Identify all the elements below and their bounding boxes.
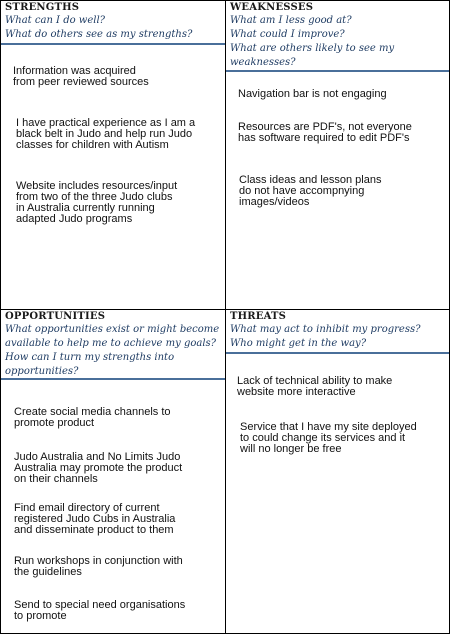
weaknesses-quadrant: WEAKNESSES What am I less good at? What … [226,1,449,309]
threats-question: What may act to inhibit my progress? [230,324,421,335]
row-divider [0,309,450,310]
threats-item: Service that I have my site deployed to … [240,421,417,455]
weaknesses-item: Navigation bar is not engaging [238,88,387,100]
strengths-title: STRENGTHS [5,2,80,13]
strengths-header: STRENGTHS What can I do well? What do ot… [1,1,225,42]
threats-header: THREATS What may act to inhibit my progr… [226,310,449,351]
opportunities-item: Create social media channels to promote … [14,406,171,429]
opportunities-quadrant: OPPORTUNITIES What opportunities exist o… [1,310,225,633]
threats-rule [226,352,449,354]
weaknesses-header: WEAKNESSES What am I less good at? What … [226,1,449,70]
weaknesses-item: Class ideas and lesson plans do not have… [239,174,382,208]
opportunities-item: Find email directory of current register… [14,502,176,536]
threats-title: THREATS [230,311,287,322]
weaknesses-question: What could I improve? [230,29,345,40]
strengths-rule [1,43,225,45]
strengths-question: What can I do well? [5,15,106,26]
threats-item: Lack of technical ability to make websit… [237,375,393,398]
opportunities-item: Judo Australia and No Limits Judo Austra… [14,451,183,485]
opportunities-question: How can I turn my strengths into opportu… [5,352,175,377]
weaknesses-title: WEAKNESSES [230,2,314,13]
opportunities-item: Run workshops in conjunction with the gu… [14,555,183,578]
opportunities-header: OPPORTUNITIES What opportunities exist o… [1,310,225,379]
weaknesses-rule [226,70,449,72]
opportunities-item: Send to special need organisations to pr… [14,599,186,622]
threats-quadrant: THREATS What may act to inhibit my progr… [226,310,449,633]
strengths-item: Information was acquired from peer revie… [13,65,149,88]
opportunities-title: OPPORTUNITIES [5,311,106,322]
strengths-question: What do others see as my strengths? [5,29,193,40]
strengths-item: Website includes resources/input from tw… [16,180,178,225]
opportunities-rule [1,378,225,380]
threats-question: Who might get in the way? [230,338,367,349]
column-divider [225,0,226,634]
strengths-quadrant: STRENGTHS What can I do well? What do ot… [1,1,225,309]
weaknesses-question: What are others likely to see my weaknes… [230,43,395,68]
opportunities-question: What opportunities exist or might become… [5,324,220,349]
weaknesses-question: What am I less good at? [230,15,352,26]
weaknesses-item: Resources are PDF's, not everyone has so… [238,121,412,144]
strengths-item: I have practical experience as I am a bl… [16,117,196,151]
